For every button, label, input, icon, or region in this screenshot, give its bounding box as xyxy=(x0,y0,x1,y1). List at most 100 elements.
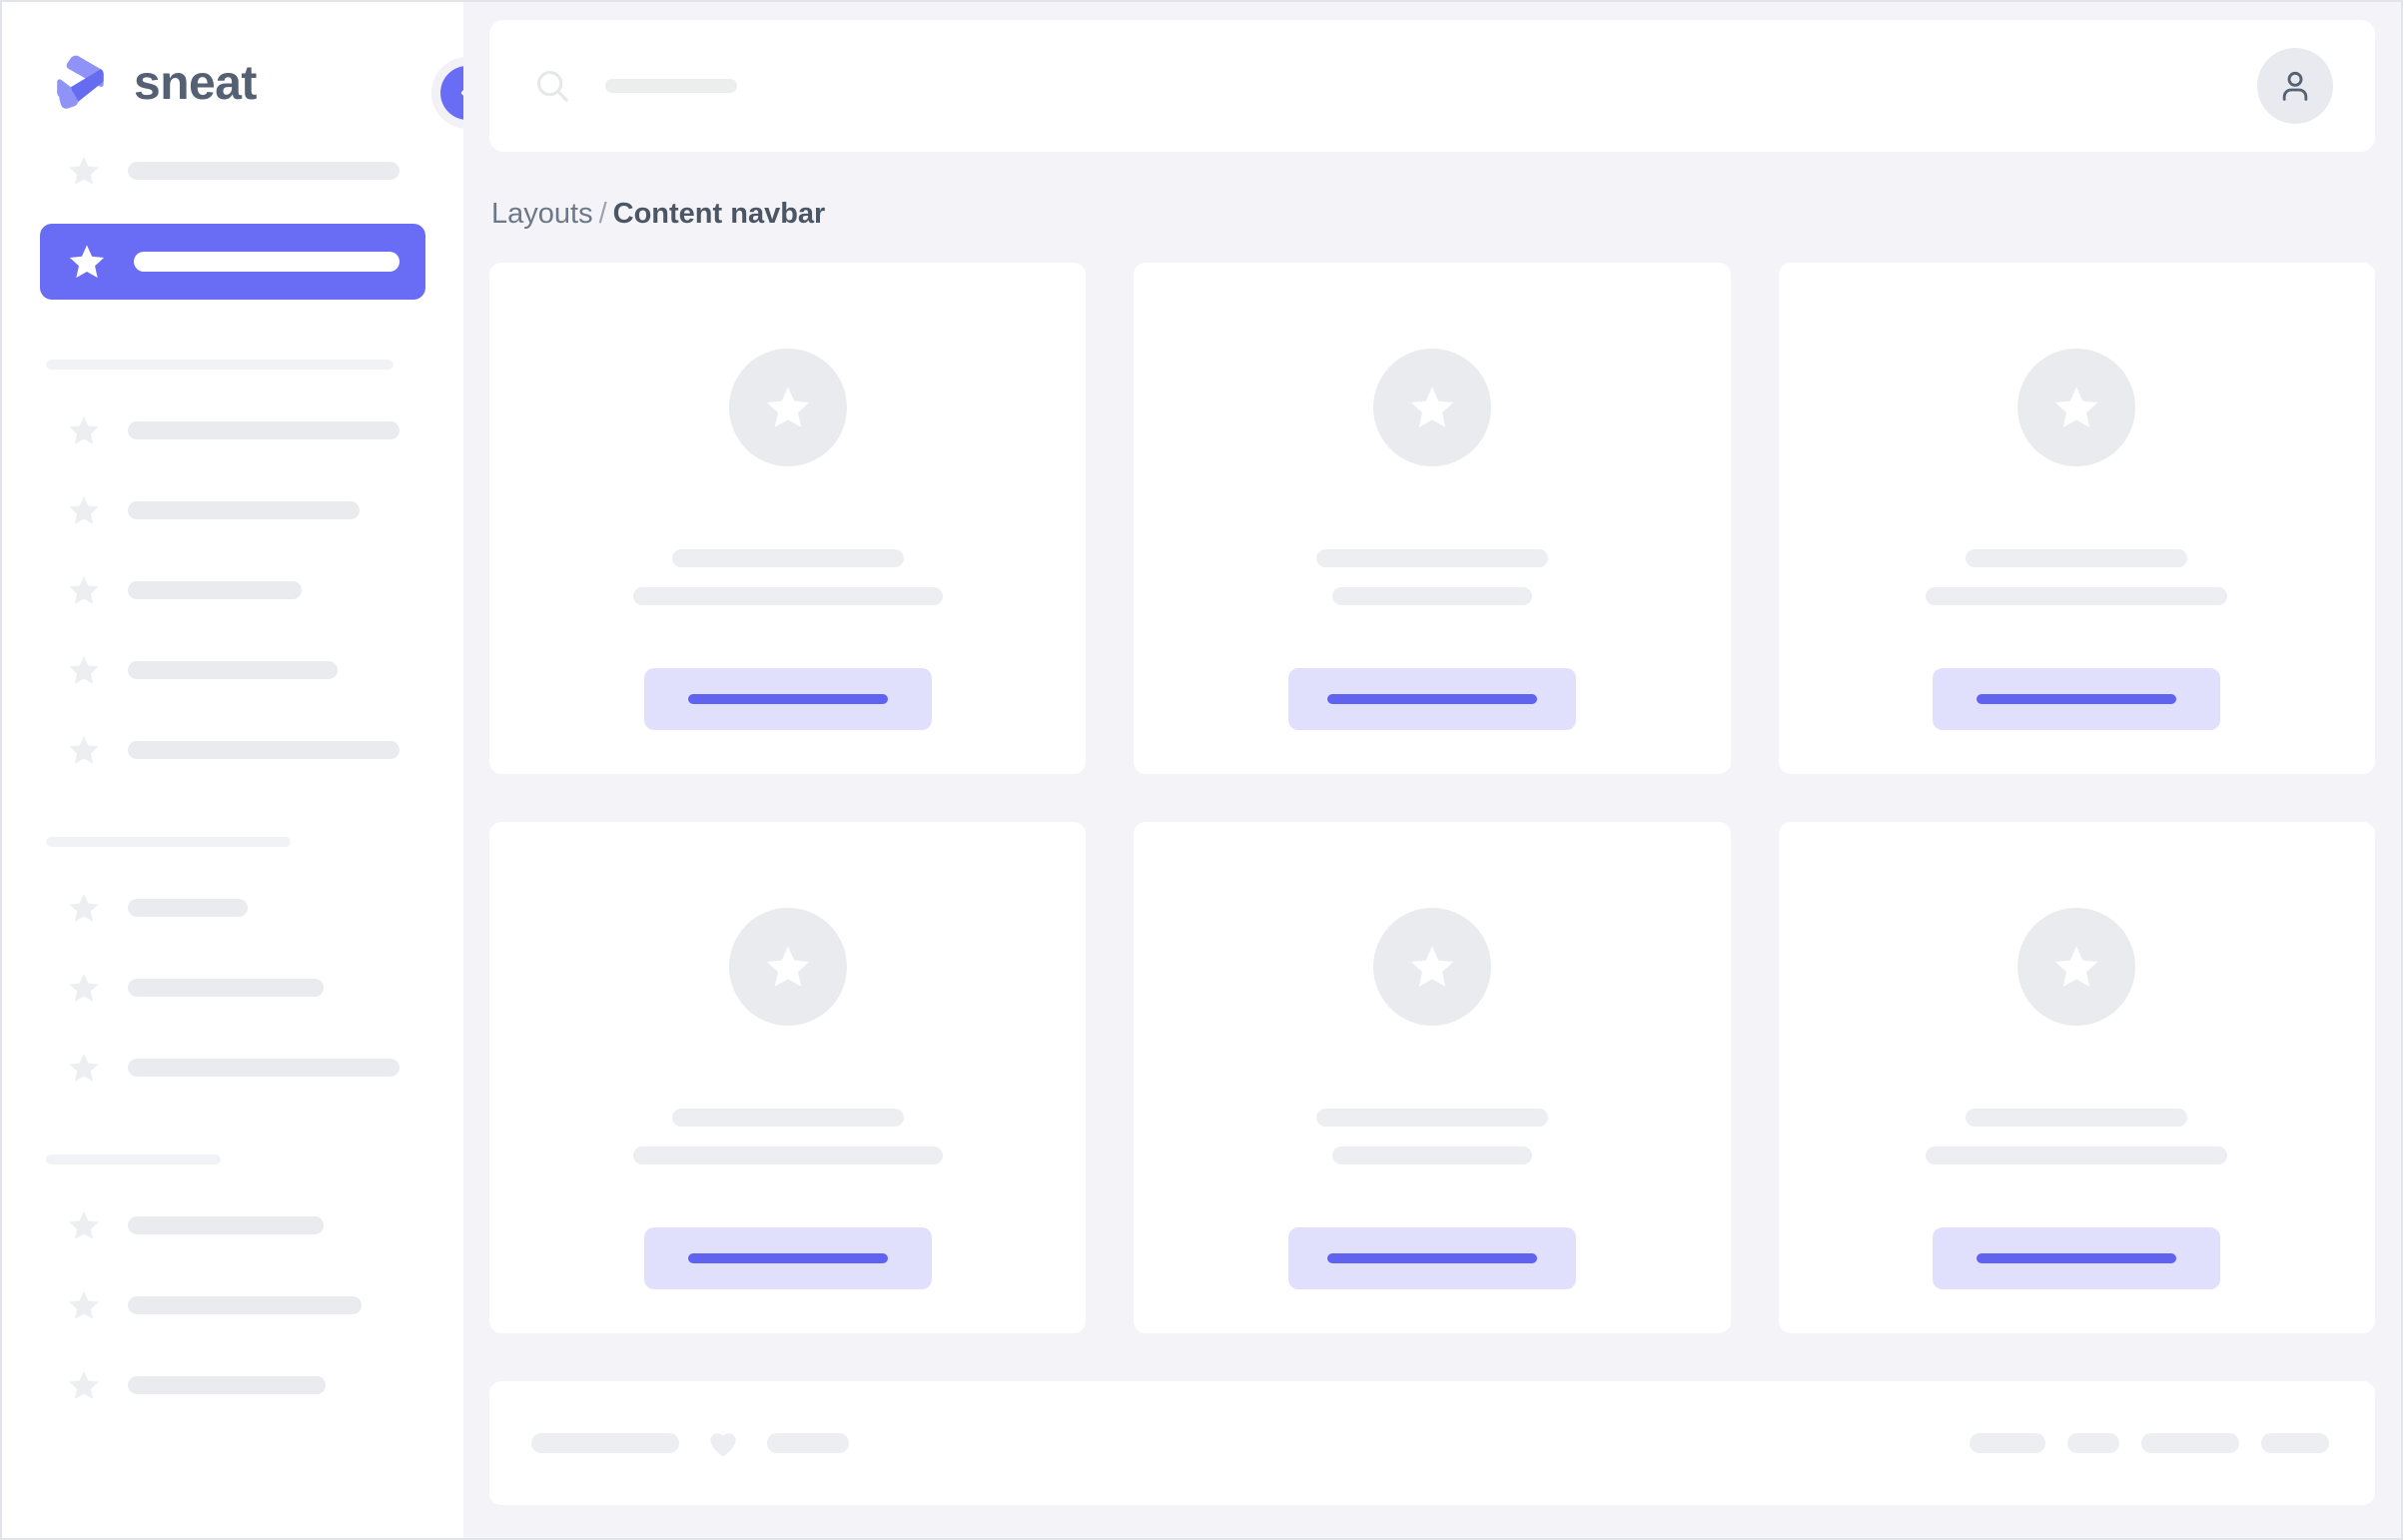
brand[interactable]: sneat xyxy=(2,2,463,122)
content-card xyxy=(489,822,1087,1333)
card-subtitle-skeleton xyxy=(1926,587,2228,605)
sidebar-section-header xyxy=(46,837,291,847)
sidebar-item-active[interactable] xyxy=(40,224,425,300)
sidebar-section-header xyxy=(46,1155,221,1164)
brand-name: sneat xyxy=(134,57,257,110)
sidebar-item[interactable] xyxy=(40,881,425,935)
card-action-button[interactable] xyxy=(1933,668,2221,730)
star-icon xyxy=(66,572,102,608)
star-icon xyxy=(66,492,102,528)
footer-brand-skeleton[interactable] xyxy=(767,1433,849,1453)
card-action-label xyxy=(1326,694,1537,704)
card-title-skeleton xyxy=(1966,549,2188,567)
card-action-button[interactable] xyxy=(643,668,932,730)
content-card xyxy=(1134,263,1731,774)
content-card xyxy=(1134,822,1731,1333)
main-content: Layouts / Content navbar xyxy=(463,2,2401,1538)
card-subtitle-skeleton xyxy=(632,1147,943,1164)
card-avatar xyxy=(1372,349,1491,466)
card-action-button[interactable] xyxy=(1287,668,1576,730)
content-card xyxy=(1778,822,2375,1333)
footer-link-skeleton[interactable] xyxy=(2261,1433,2329,1453)
star-icon xyxy=(1406,382,1458,433)
breadcrumb-separator: / xyxy=(598,198,607,230)
star-icon xyxy=(66,1050,102,1086)
sidebar-item-label xyxy=(128,162,400,180)
sidebar-item[interactable] xyxy=(40,1041,425,1095)
star-icon xyxy=(762,382,814,433)
footer-link-skeleton[interactable] xyxy=(2141,1433,2239,1453)
breadcrumb-current: Content navbar xyxy=(612,198,826,230)
sidebar-item[interactable] xyxy=(40,1198,425,1252)
footer-links-group xyxy=(1970,1433,2329,1453)
star-icon xyxy=(66,241,108,283)
card-action-label xyxy=(687,694,888,704)
sidebar-item[interactable] xyxy=(40,643,425,697)
card-subtitle-skeleton xyxy=(1331,587,1532,605)
sidebar-item[interactable] xyxy=(40,1278,425,1332)
search-input[interactable] xyxy=(605,79,737,93)
sidebar-item-label xyxy=(128,741,400,759)
card-avatar xyxy=(2017,908,2136,1026)
sidebar-item[interactable] xyxy=(40,483,425,537)
sidebar-item[interactable] xyxy=(40,144,425,198)
star-icon xyxy=(66,1367,102,1403)
sidebar-item-label xyxy=(128,1376,326,1394)
sidebar-item-label xyxy=(128,979,324,997)
card-action-button[interactable] xyxy=(643,1227,932,1289)
card-action-label xyxy=(1977,694,2177,704)
card-title-skeleton xyxy=(1966,1109,2188,1127)
sidebar-item-label xyxy=(128,1296,362,1314)
sidebar-item[interactable] xyxy=(40,723,425,777)
sidebar-menu xyxy=(2,122,463,1412)
footer-link-skeleton[interactable] xyxy=(2067,1433,2119,1453)
card-action-button[interactable] xyxy=(1287,1227,1576,1289)
star-icon xyxy=(1406,941,1458,993)
card-action-label xyxy=(1977,1253,2177,1263)
card-action-button[interactable] xyxy=(1933,1227,2221,1289)
sidebar: sneat xyxy=(2,2,463,1538)
search-bar[interactable] xyxy=(533,67,2257,105)
card-title-skeleton xyxy=(1315,549,1548,567)
card-avatar xyxy=(728,349,847,466)
card-action-label xyxy=(1326,1253,1537,1263)
sidebar-item-label xyxy=(128,501,360,519)
breadcrumb: Layouts / Content navbar xyxy=(489,152,2375,263)
card-title-skeleton xyxy=(671,549,904,567)
avatar[interactable] xyxy=(2257,48,2333,124)
card-subtitle-skeleton xyxy=(1331,1147,1532,1164)
sidebar-item[interactable] xyxy=(40,1358,425,1412)
sidebar-item[interactable] xyxy=(40,563,425,617)
sidebar-item[interactable] xyxy=(40,403,425,457)
star-icon xyxy=(66,732,102,768)
heart-icon xyxy=(705,1425,741,1461)
breadcrumb-parent[interactable]: Layouts xyxy=(491,198,593,230)
star-icon xyxy=(66,412,102,448)
sidebar-item-label xyxy=(134,252,400,272)
card-subtitle-skeleton xyxy=(1926,1147,2228,1164)
card-avatar xyxy=(2017,349,2136,466)
sidebar-item-label xyxy=(128,899,248,917)
top-navbar xyxy=(489,20,2375,152)
user-icon xyxy=(2275,66,2315,106)
footer-left-group xyxy=(531,1425,849,1461)
card-subtitle-skeleton xyxy=(632,587,943,605)
star-icon xyxy=(66,970,102,1006)
sidebar-section-header xyxy=(46,360,394,370)
star-icon xyxy=(2050,941,2102,993)
search-icon xyxy=(533,67,571,105)
star-icon xyxy=(66,1207,102,1243)
sidebar-item[interactable] xyxy=(40,961,425,1015)
star-icon xyxy=(2050,382,2102,433)
sneat-s-logo-icon xyxy=(50,53,112,115)
card-action-label xyxy=(687,1253,888,1263)
star-icon xyxy=(66,1287,102,1323)
sidebar-item-label xyxy=(128,581,302,599)
card-grid xyxy=(489,263,2375,1333)
footer-link-skeleton[interactable] xyxy=(1970,1433,2045,1453)
star-icon xyxy=(66,652,102,688)
card-avatar xyxy=(728,908,847,1026)
star-icon xyxy=(762,941,814,993)
card-avatar xyxy=(1372,908,1491,1026)
